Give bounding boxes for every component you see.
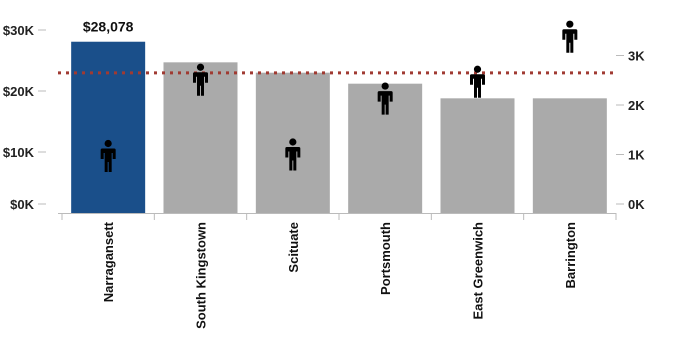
person-icon[interactable] [100, 139, 116, 172]
right-tick-label: 3K [628, 49, 645, 64]
right-tick-label: 2K [628, 98, 645, 113]
left-tick-label: $30K [3, 23, 35, 38]
x-axis: Narragansett South Kingstown Scituate Ports… [58, 213, 617, 329]
left-tick-label: $0K [10, 197, 34, 212]
person-icon[interactable] [285, 138, 301, 171]
person-icon[interactable] [377, 82, 393, 115]
right-tick-label: 1K [628, 148, 645, 163]
x-tick-label: East Greenwich [471, 222, 486, 320]
person-icon[interactable] [193, 63, 208, 96]
bar-series [71, 41, 607, 214]
x-tick-label: Scituate [286, 222, 301, 273]
person-icon[interactable] [470, 65, 485, 98]
data-labels: $28,078 [83, 19, 134, 35]
left-tick-label: $20K [3, 84, 35, 99]
bar[interactable] [440, 98, 515, 213]
x-tick-label: Barrington [563, 222, 578, 289]
marker-series [100, 20, 578, 172]
x-tick-label: South Kingstown [194, 222, 209, 329]
left-y-axis: $0K $10K $20K $30K [3, 23, 46, 212]
bar[interactable] [532, 98, 607, 213]
bar[interactable] [163, 62, 238, 213]
right-y-axis: 0K 1K 2K 3K [616, 49, 645, 212]
person-icon[interactable] [562, 20, 578, 53]
bar[interactable] [348, 83, 423, 214]
bar[interactable] [71, 41, 146, 214]
data-label: $28,078 [83, 19, 134, 35]
left-tick-label: $10K [3, 145, 35, 160]
x-tick-label: Portsmouth [378, 222, 393, 295]
right-tick-label: 0K [628, 197, 645, 212]
x-tick-label: Narragansett [101, 221, 116, 302]
